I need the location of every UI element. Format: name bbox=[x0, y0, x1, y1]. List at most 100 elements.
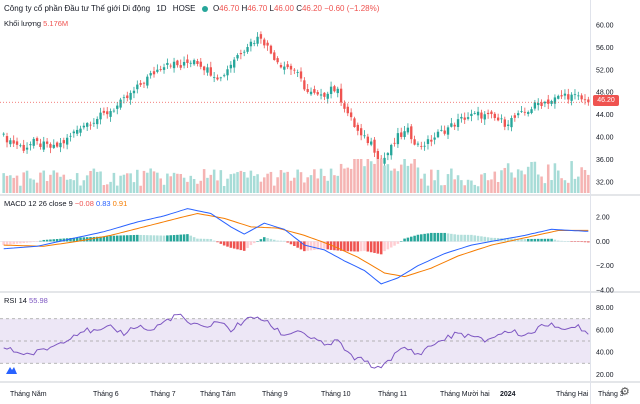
candle-body[interactable] bbox=[473, 113, 476, 114]
candle-body[interactable] bbox=[283, 66, 286, 70]
candle-body[interactable] bbox=[376, 151, 380, 160]
rsi-pane[interactable] bbox=[0, 313, 590, 369]
candle-body[interactable] bbox=[513, 115, 516, 118]
candle-body[interactable] bbox=[152, 71, 156, 75]
tradingview-logo-icon[interactable] bbox=[6, 366, 17, 374]
candle-body[interactable] bbox=[25, 147, 29, 150]
candle-body[interactable] bbox=[15, 141, 19, 145]
candle-body[interactable] bbox=[503, 119, 506, 127]
candle-body[interactable] bbox=[309, 91, 313, 95]
candle-body[interactable] bbox=[226, 69, 229, 76]
candle-body[interactable] bbox=[176, 60, 179, 66]
candle-body[interactable] bbox=[303, 80, 306, 90]
candle-body[interactable] bbox=[406, 127, 410, 133]
candle-body[interactable] bbox=[396, 133, 400, 145]
candle-body[interactable] bbox=[426, 139, 430, 144]
candle-body[interactable] bbox=[359, 128, 363, 136]
candle-body[interactable] bbox=[550, 100, 553, 104]
candle-body[interactable] bbox=[343, 103, 346, 109]
candle-body[interactable] bbox=[326, 93, 329, 99]
candle-body[interactable] bbox=[533, 102, 537, 109]
candle-body[interactable] bbox=[106, 111, 109, 115]
candle-body[interactable] bbox=[490, 111, 493, 115]
candle-body[interactable] bbox=[390, 144, 393, 156]
candle-body[interactable] bbox=[583, 99, 587, 101]
candle-body[interactable] bbox=[156, 69, 159, 72]
candle-body[interactable] bbox=[192, 60, 196, 65]
candle-body[interactable] bbox=[79, 128, 82, 133]
candle-body[interactable] bbox=[65, 137, 69, 145]
candle-body[interactable] bbox=[573, 94, 577, 96]
candle-body[interactable] bbox=[223, 75, 226, 77]
candle-body[interactable] bbox=[209, 67, 212, 76]
candle-body[interactable] bbox=[329, 86, 333, 94]
candle-body[interactable] bbox=[246, 47, 249, 52]
candle-body[interactable] bbox=[179, 65, 182, 68]
rsi-legend[interactable]: RSI 14 55.98 bbox=[4, 296, 48, 305]
candle-body[interactable] bbox=[249, 41, 253, 47]
candle-body[interactable] bbox=[430, 139, 433, 142]
candle-body[interactable] bbox=[69, 135, 72, 137]
candle-body[interactable] bbox=[119, 99, 122, 108]
candle-body[interactable] bbox=[216, 77, 219, 80]
candle-body[interactable] bbox=[400, 132, 403, 137]
candle-body[interactable] bbox=[136, 84, 139, 90]
candle-body[interactable] bbox=[289, 65, 293, 70]
candle-body[interactable] bbox=[453, 124, 456, 127]
candle-body[interactable] bbox=[132, 90, 136, 94]
candle-body[interactable] bbox=[29, 144, 32, 146]
candle-body[interactable] bbox=[540, 102, 543, 107]
candle-body[interactable] bbox=[293, 69, 296, 71]
candle-body[interactable] bbox=[547, 99, 550, 104]
macd-line[interactable] bbox=[3, 208, 589, 285]
candle-body[interactable] bbox=[263, 39, 266, 46]
candle-body[interactable] bbox=[530, 109, 533, 114]
candle-body[interactable] bbox=[373, 139, 376, 153]
candle-body[interactable] bbox=[49, 144, 52, 148]
candle-body[interactable] bbox=[259, 34, 263, 39]
candle-body[interactable] bbox=[423, 145, 426, 147]
candle-body[interactable] bbox=[86, 123, 89, 127]
candle-body[interactable] bbox=[476, 111, 480, 116]
candle-body[interactable] bbox=[9, 140, 12, 145]
candle-body[interactable] bbox=[420, 145, 423, 147]
candle-body[interactable] bbox=[96, 118, 99, 125]
candle-body[interactable] bbox=[5, 136, 9, 143]
candle-body[interactable] bbox=[563, 93, 567, 96]
candle-body[interactable] bbox=[433, 137, 436, 140]
candle-body[interactable] bbox=[202, 66, 206, 71]
candle-body[interactable] bbox=[370, 141, 373, 145]
candle-body[interactable] bbox=[172, 61, 176, 69]
candle-body[interactable] bbox=[436, 131, 440, 138]
macd-signal-line[interactable] bbox=[3, 212, 589, 278]
candle-body[interactable] bbox=[22, 144, 25, 151]
candle-body[interactable] bbox=[517, 113, 520, 116]
candle-body[interactable] bbox=[199, 61, 202, 67]
candle-body[interactable] bbox=[39, 143, 42, 147]
candle-body[interactable] bbox=[162, 67, 166, 70]
candle-body[interactable] bbox=[76, 129, 79, 134]
y-axis[interactable]: 60.00 56.00 52.00 48.00 44.00 40.00 36.00 32.00… bbox=[596, 23, 614, 379]
candle-body[interactable] bbox=[299, 71, 303, 79]
x-axis[interactable]: Tháng Năm Tháng 6 Tháng 7 Tháng Tám Tháng 9 T… bbox=[10, 391, 624, 398]
candle-body[interactable] bbox=[383, 157, 386, 164]
candle-body[interactable] bbox=[182, 61, 186, 66]
candle-body[interactable] bbox=[159, 69, 162, 70]
candle-body[interactable] bbox=[543, 101, 547, 104]
candle-body[interactable] bbox=[339, 88, 343, 103]
candle-body[interactable] bbox=[129, 92, 132, 100]
candle-body[interactable] bbox=[266, 42, 269, 46]
candle-body[interactable] bbox=[349, 112, 353, 118]
candle-body[interactable] bbox=[142, 82, 146, 84]
candle-body[interactable] bbox=[206, 67, 209, 73]
candle-body[interactable] bbox=[356, 124, 359, 131]
candle-body[interactable] bbox=[253, 43, 256, 44]
candle-body[interactable] bbox=[256, 36, 259, 44]
candle-body[interactable] bbox=[243, 51, 246, 53]
candle-body[interactable] bbox=[506, 124, 510, 126]
candle-body[interactable] bbox=[463, 117, 466, 120]
candle-body[interactable] bbox=[62, 140, 65, 144]
candle-body[interactable] bbox=[212, 77, 216, 79]
candle-body[interactable] bbox=[403, 131, 406, 138]
